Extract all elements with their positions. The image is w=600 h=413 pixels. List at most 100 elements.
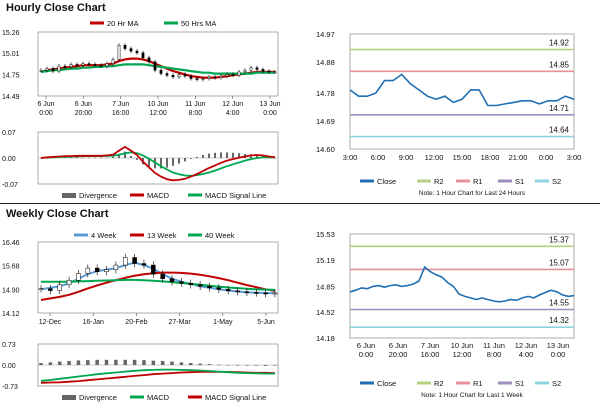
hourly-macd-divergence-bar	[190, 158, 192, 159]
hourly-price-ma50-line	[40, 63, 275, 75]
weekly-levels-x-tick-date: 7 Jun	[421, 341, 439, 350]
hourly-price-candle-body	[207, 76, 211, 79]
weekly-price-legend-label: 40 Week	[205, 231, 235, 240]
hourly-price-candle-body	[75, 64, 79, 66]
weekly-price-plot-frame	[37, 241, 279, 314]
weekly-price-y-tick: 14.90	[2, 287, 20, 294]
weekly-price-candle-body	[225, 289, 231, 292]
weekly-macd-divergence-bar	[217, 364, 221, 366]
weekly-price-x-tick: 27-Mar	[169, 319, 192, 326]
hourly-macd-divergence-bar	[166, 158, 168, 168]
hourly-levels-level-r1-label: 14.85	[549, 60, 570, 69]
hourly-macd-divergence-bar	[184, 158, 186, 162]
hourly-price-candle-body	[249, 67, 253, 71]
weekly-macd-divergence-bar	[104, 359, 109, 365]
hourly-macd-divergence-bar	[100, 157, 102, 159]
hourly-price-y-tick: 14.49	[2, 94, 20, 101]
weekly-levels-plot-frame	[349, 233, 575, 339]
weekly-price-y-tick: 14.12	[2, 311, 20, 318]
hourly-macd-divergence-bar	[124, 151, 126, 158]
hourly-macd-divergence-bar	[226, 152, 228, 158]
hourly-price-candle-body	[45, 68, 49, 71]
hourly-macd-macd-line	[40, 145, 276, 182]
hourly-price-candle-body	[165, 73, 169, 76]
weekly-section-title: Weekly Close Chart	[6, 208, 109, 220]
weekly-price-candle-body	[104, 269, 109, 272]
hourly-macd-divergence-bar	[118, 153, 120, 158]
weekly-macd-divergence-bar	[142, 360, 146, 365]
weekly-levels-x-tick-date: 13 Jun	[547, 341, 570, 350]
hourly-levels-x-tick: 0:00	[539, 153, 554, 162]
hourly-price-x-tick-time: 8:00	[189, 110, 203, 117]
weekly-price-y-tick: 16.46	[2, 240, 20, 247]
hourly-price-candle-body	[117, 45, 121, 60]
hourly-price-candle-body	[51, 68, 55, 72]
weekly-macd-divergence-bar	[76, 360, 81, 365]
weekly-levels-y-tick: 14.85	[316, 282, 335, 291]
hourly-price-candle-body	[267, 70, 271, 73]
hourly-macd-legend-swatch	[62, 193, 76, 198]
weekly-macd-divergence-bar	[123, 359, 127, 365]
weekly-macd-divergence-bar	[207, 364, 212, 365]
hourly-macd-divergence-bar	[220, 152, 222, 158]
weekly-levels-x-tick-time: 16:00	[421, 350, 440, 359]
weekly-price-ma40-line	[41, 278, 276, 291]
weekly-levels-x-tick-time: 12:00	[453, 350, 472, 359]
hourly-levels-plot-frame	[349, 33, 575, 150]
hourly-price-candle-body	[225, 74, 229, 77]
weekly-price-candle-body	[48, 288, 53, 291]
hourly-macd-divergence-bar	[208, 153, 210, 158]
weekly-levels-level-r1-label: 15.07	[549, 258, 570, 267]
hourly-levels-legend-label: R1	[473, 177, 483, 186]
hourly-macd-divergence-bar	[112, 156, 114, 158]
hourly-levels-level-r2-label: 14.92	[549, 39, 570, 48]
hourly-price-candle-body	[183, 74, 187, 77]
weekly-price-candle-body	[122, 257, 128, 266]
hourly-levels-x-tick: 3:00	[343, 153, 358, 162]
weekly-levels-x-tick-date: 6 Jun	[389, 341, 407, 350]
weekly-macd-divergence-bar	[226, 365, 230, 366]
hourly-price-candle-body	[219, 75, 223, 78]
weekly-price-candle-body	[179, 281, 184, 284]
hourly-price-candle-body	[177, 74, 181, 78]
weekly-macd-legend-swatch	[62, 395, 76, 400]
hourly-levels-level-s2-label: 14.64	[549, 126, 570, 135]
hourly-macd-divergence-bar	[70, 157, 72, 159]
weekly-price-candle-body	[188, 283, 194, 286]
hourly-levels-legend-label: R2	[434, 177, 444, 186]
weekly-price-candle-body	[113, 264, 119, 270]
weekly-price-candle-body	[216, 287, 222, 290]
hourly-macd-divergence-bar	[274, 158, 276, 159]
weekly-price-y-tick: 15.68	[2, 264, 20, 271]
hourly-macd-chart: 0.07 0.00 -0.07 Divergence MACD MACD Signal L…	[2, 130, 279, 200]
weekly-price-x-tick: 20-Feb	[125, 319, 147, 326]
hourly-macd-legend-label: MACD	[147, 191, 170, 200]
hourly-price-x-tick-date: 7 Jun	[112, 101, 129, 108]
hourly-macd-divergence-bar	[130, 156, 132, 158]
weekly-price-legend-label: 13 Week	[147, 231, 177, 240]
weekly-price-legend-label: 4 Week	[91, 231, 117, 240]
hourly-price-candle-body	[237, 71, 241, 76]
hourly-price-x-tick-time: 12:00	[149, 110, 167, 117]
hourly-macd-divergence-bar	[136, 158, 138, 160]
weekly-price-x-tick: 1-May	[213, 319, 233, 326]
hourly-price-candle-body	[63, 65, 67, 68]
hourly-macd-divergence-bar	[148, 158, 150, 167]
weekly-levels-legend-label: R2	[434, 379, 444, 388]
weekly-macd-divergence-bar	[254, 365, 259, 366]
weekly-price-candle-body	[132, 257, 137, 264]
hourly-price-x-tick-date: 13 Jun	[259, 101, 280, 108]
weekly-macd-divergence-bar	[245, 365, 249, 366]
hourly-macd-legend-label: Divergence	[79, 191, 117, 200]
hourly-price-x-tick-time: 0:00	[263, 110, 277, 117]
hourly-levels-legend-label: S1	[515, 177, 524, 186]
hourly-price-candle-body	[81, 63, 85, 66]
weekly-price-candle-body	[66, 279, 72, 286]
weekly-macd-y-tick: -0.73	[2, 384, 18, 391]
hourly-price-x-tick-time: 20:00	[75, 110, 93, 117]
weekly-levels-legend-label: Close	[377, 379, 396, 388]
hourly-levels-close-line	[349, 73, 575, 107]
hourly-price-legend-label: 20 Hr MA	[107, 19, 139, 28]
hourly-macd-divergence-bar	[88, 157, 90, 159]
hourly-macd-divergence-bar	[58, 157, 60, 159]
